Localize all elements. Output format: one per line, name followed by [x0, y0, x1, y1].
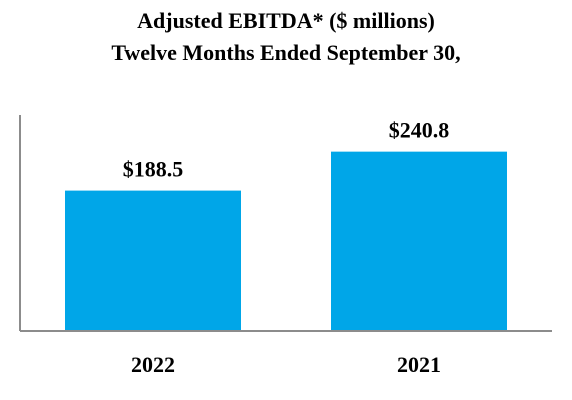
- bar-2021: [331, 151, 507, 331]
- value-label-2022: $188.5: [123, 157, 184, 182]
- chart-subtitle: Twelve Months Ended September 30,: [111, 40, 461, 65]
- bars-group: [65, 151, 507, 331]
- bar-2022: [65, 190, 241, 331]
- tick-labels-group: 2022 2021: [131, 352, 441, 377]
- x-tick-label-2022: 2022: [131, 352, 175, 377]
- value-labels-group: $188.5 $240.8: [123, 118, 450, 182]
- value-label-2021: $240.8: [389, 118, 450, 143]
- chart-title: Adjusted EBITDA* ($ millions): [137, 8, 435, 33]
- axes-group: [19, 115, 552, 332]
- x-tick-label-2021: 2021: [397, 352, 441, 377]
